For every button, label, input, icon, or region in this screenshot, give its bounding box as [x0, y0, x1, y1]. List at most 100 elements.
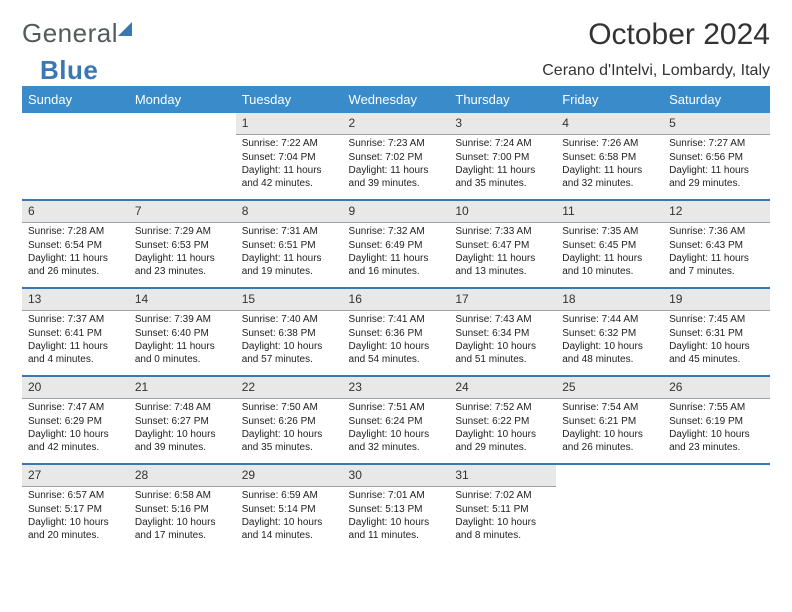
day-number-cell: 6 — [22, 200, 129, 223]
day-number-cell: 2 — [343, 113, 450, 135]
daylight-line: Daylight: 10 hours and 35 minutes. — [242, 429, 337, 454]
day-detail-cell — [663, 487, 770, 552]
sunset-line: Sunset: 5:11 PM — [455, 504, 550, 517]
weekday-header: Sunday — [22, 86, 129, 113]
brand-part2: Blue — [40, 55, 98, 85]
daylight-line: Daylight: 11 hours and 29 minutes. — [669, 165, 764, 190]
day-number-cell: 7 — [129, 200, 236, 223]
sunrise-line: Sunrise: 7:24 AM — [455, 138, 550, 151]
month-title: October 2024 — [588, 18, 770, 52]
daylight-line: Daylight: 11 hours and 26 minutes. — [28, 253, 123, 278]
day-number-cell: 30 — [343, 464, 450, 487]
sunset-line: Sunset: 6:26 PM — [242, 416, 337, 429]
day-detail-cell: Sunrise: 7:35 AMSunset: 6:45 PMDaylight:… — [556, 223, 663, 288]
sunset-line: Sunset: 5:13 PM — [349, 504, 444, 517]
day-number-cell: 26 — [663, 376, 770, 399]
day-number-cell: 24 — [449, 376, 556, 399]
day-number-cell — [22, 113, 129, 135]
sunrise-line: Sunrise: 6:59 AM — [242, 490, 337, 503]
brand-part1: General — [22, 18, 118, 49]
weekday-header: Thursday — [449, 86, 556, 113]
sunset-line: Sunset: 6:21 PM — [562, 416, 657, 429]
sunrise-line: Sunrise: 7:55 AM — [669, 402, 764, 415]
daylight-line: Daylight: 10 hours and 32 minutes. — [349, 429, 444, 454]
sunrise-line: Sunrise: 7:43 AM — [455, 314, 550, 327]
brand-logo: General — [22, 18, 132, 49]
day-detail-cell: Sunrise: 7:26 AMSunset: 6:58 PMDaylight:… — [556, 135, 663, 200]
sunset-line: Sunset: 6:22 PM — [455, 416, 550, 429]
weekday-header-row: SundayMondayTuesdayWednesdayThursdayFrid… — [22, 86, 770, 113]
sunset-line: Sunset: 6:24 PM — [349, 416, 444, 429]
day-number-cell: 22 — [236, 376, 343, 399]
day-detail-cell: Sunrise: 7:55 AMSunset: 6:19 PMDaylight:… — [663, 399, 770, 464]
daylight-line: Daylight: 11 hours and 42 minutes. — [242, 165, 337, 190]
sunrise-line: Sunrise: 6:57 AM — [28, 490, 123, 503]
sunset-line: Sunset: 7:02 PM — [349, 152, 444, 165]
sunset-line: Sunset: 6:29 PM — [28, 416, 123, 429]
sunset-line: Sunset: 6:32 PM — [562, 328, 657, 341]
day-number-cell: 5 — [663, 113, 770, 135]
daylight-line: Daylight: 11 hours and 32 minutes. — [562, 165, 657, 190]
day-number-cell: 3 — [449, 113, 556, 135]
day-number-cell: 16 — [343, 288, 450, 311]
sunset-line: Sunset: 6:36 PM — [349, 328, 444, 341]
day-detail-cell: Sunrise: 7:22 AMSunset: 7:04 PMDaylight:… — [236, 135, 343, 200]
day-number-cell: 18 — [556, 288, 663, 311]
sunset-line: Sunset: 6:27 PM — [135, 416, 230, 429]
day-number-cell: 19 — [663, 288, 770, 311]
day-detail-cell — [22, 135, 129, 200]
daylight-line: Daylight: 10 hours and 29 minutes. — [455, 429, 550, 454]
sunrise-line: Sunrise: 6:58 AM — [135, 490, 230, 503]
day-number-cell: 14 — [129, 288, 236, 311]
day-number-row: 13141516171819 — [22, 288, 770, 311]
sunset-line: Sunset: 6:40 PM — [135, 328, 230, 341]
calendar-page: General October 2024 Blue Cerano d'Intel… — [0, 0, 792, 612]
day-detail-row: Sunrise: 6:57 AMSunset: 5:17 PMDaylight:… — [22, 487, 770, 552]
sunrise-line: Sunrise: 7:45 AM — [669, 314, 764, 327]
sunset-line: Sunset: 6:41 PM — [28, 328, 123, 341]
day-number-row: 6789101112 — [22, 200, 770, 223]
day-detail-cell: Sunrise: 7:27 AMSunset: 6:56 PMDaylight:… — [663, 135, 770, 200]
daylight-line: Daylight: 10 hours and 45 minutes. — [669, 341, 764, 366]
day-detail-cell: Sunrise: 7:45 AMSunset: 6:31 PMDaylight:… — [663, 311, 770, 376]
daylight-line: Daylight: 10 hours and 17 minutes. — [135, 517, 230, 542]
sunrise-line: Sunrise: 7:36 AM — [669, 226, 764, 239]
daylight-line: Daylight: 11 hours and 13 minutes. — [455, 253, 550, 278]
day-number-cell: 1 — [236, 113, 343, 135]
daylight-line: Daylight: 10 hours and 11 minutes. — [349, 517, 444, 542]
day-detail-cell: Sunrise: 7:43 AMSunset: 6:34 PMDaylight:… — [449, 311, 556, 376]
day-detail-row: Sunrise: 7:47 AMSunset: 6:29 PMDaylight:… — [22, 399, 770, 464]
daylight-line: Daylight: 11 hours and 19 minutes. — [242, 253, 337, 278]
day-number-cell: 20 — [22, 376, 129, 399]
calendar-body: 12345Sunrise: 7:22 AMSunset: 7:04 PMDayl… — [22, 113, 770, 551]
day-number-cell: 31 — [449, 464, 556, 487]
day-detail-cell: Sunrise: 7:28 AMSunset: 6:54 PMDaylight:… — [22, 223, 129, 288]
sunrise-line: Sunrise: 7:01 AM — [349, 490, 444, 503]
sunrise-line: Sunrise: 7:48 AM — [135, 402, 230, 415]
day-number-cell: 15 — [236, 288, 343, 311]
sunrise-line: Sunrise: 7:27 AM — [669, 138, 764, 151]
day-number-cell: 9 — [343, 200, 450, 223]
sunrise-line: Sunrise: 7:26 AM — [562, 138, 657, 151]
day-number-cell: 28 — [129, 464, 236, 487]
day-number-row: 12345 — [22, 113, 770, 135]
day-detail-cell: Sunrise: 7:47 AMSunset: 6:29 PMDaylight:… — [22, 399, 129, 464]
daylight-line: Daylight: 11 hours and 10 minutes. — [562, 253, 657, 278]
sunrise-line: Sunrise: 7:37 AM — [28, 314, 123, 327]
weekday-header: Wednesday — [343, 86, 450, 113]
day-detail-cell: Sunrise: 7:51 AMSunset: 6:24 PMDaylight:… — [343, 399, 450, 464]
day-number-cell: 11 — [556, 200, 663, 223]
sunrise-line: Sunrise: 7:51 AM — [349, 402, 444, 415]
day-detail-cell: Sunrise: 6:58 AMSunset: 5:16 PMDaylight:… — [129, 487, 236, 552]
sunrise-line: Sunrise: 7:23 AM — [349, 138, 444, 151]
sunrise-line: Sunrise: 7:32 AM — [349, 226, 444, 239]
day-detail-cell: Sunrise: 7:23 AMSunset: 7:02 PMDaylight:… — [343, 135, 450, 200]
day-detail-cell: Sunrise: 7:39 AMSunset: 6:40 PMDaylight:… — [129, 311, 236, 376]
weekday-header: Monday — [129, 86, 236, 113]
day-number-row: 20212223242526 — [22, 376, 770, 399]
sunset-line: Sunset: 5:14 PM — [242, 504, 337, 517]
day-detail-cell: Sunrise: 7:40 AMSunset: 6:38 PMDaylight:… — [236, 311, 343, 376]
weekday-header: Friday — [556, 86, 663, 113]
sunrise-line: Sunrise: 7:29 AM — [135, 226, 230, 239]
day-detail-cell: Sunrise: 7:48 AMSunset: 6:27 PMDaylight:… — [129, 399, 236, 464]
